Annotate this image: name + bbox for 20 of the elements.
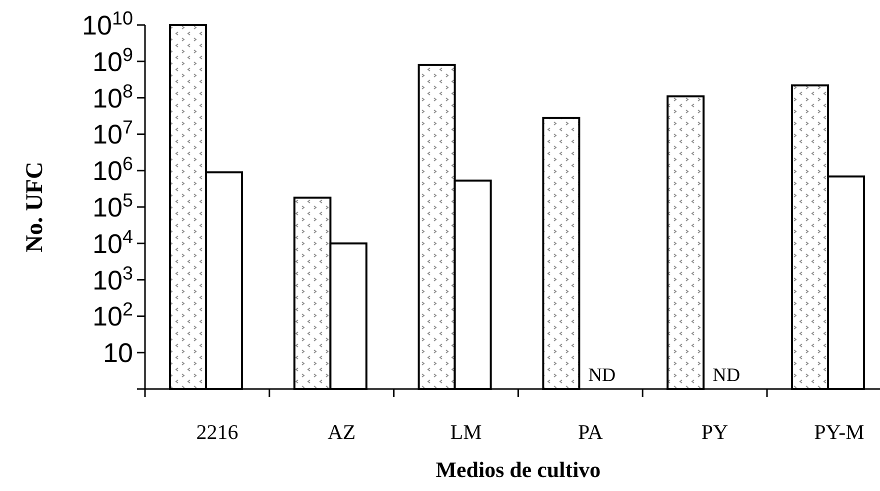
y-axis-title: No. UFC [22,162,48,252]
x-tick-label: 2216 [196,420,238,444]
y-tick-label: 10$^{9}$ [92,44,133,77]
y-tick-label: 10$^{2}$ [92,299,133,332]
y-tick-label: 10 [102,338,133,368]
y-tick-label: 10$^{10}$ [82,8,133,40]
annotation: ND [588,365,616,386]
x-tick-label: PY [701,420,728,444]
x-axis-title: Medios de cultivo [436,457,601,482]
y-tick-label: 10$^{6}$ [92,154,133,186]
y-tick-label: 10$^{4}$ [92,226,133,259]
y-tick-label: 10$^{7}$ [92,117,133,150]
x-tick-label: LM [450,420,482,444]
x-tick-label: AZ [328,420,356,444]
x-tick-label: PY-M [814,420,865,444]
y-tick-label: 10$^{3}$ [92,262,133,296]
annotation: ND [712,365,740,386]
y-tick-label: 10$^{8}$ [92,80,133,114]
y-tick-label: 10$^{5}$ [92,190,133,222]
x-tick-label: PA [578,420,604,444]
